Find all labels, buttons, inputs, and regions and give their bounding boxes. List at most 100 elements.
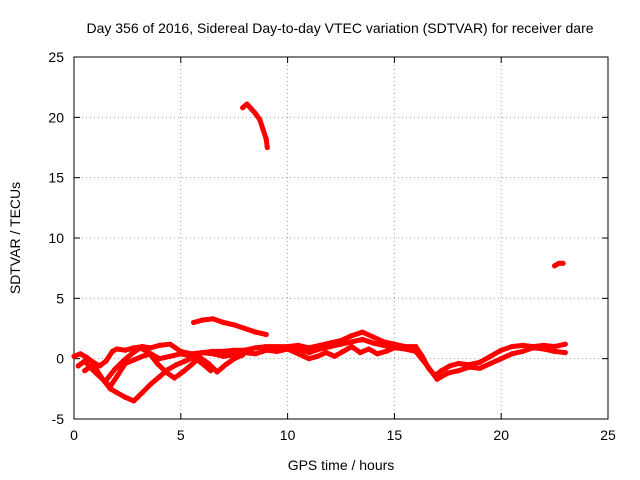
data-point [413,348,419,354]
data-point [109,348,115,354]
data-point [82,358,88,364]
data-point [180,369,186,375]
y-tick-label: 10 [48,230,64,246]
data-point [156,374,162,380]
data-point [173,362,180,368]
data-point [552,348,558,354]
data-point [214,369,220,375]
data-point [349,344,355,350]
data-point [107,386,113,392]
data-point [274,348,280,354]
data-point [295,351,301,357]
data-point [71,353,77,359]
data-point [366,346,372,352]
data-point [231,347,237,353]
data-point [381,342,387,348]
data-point [122,347,128,353]
data-point [357,350,363,356]
data-point [274,344,280,350]
data-point [359,336,365,342]
peak-trace [240,101,270,150]
data-point [370,334,376,340]
y-tick-label: 20 [48,109,64,125]
data-point [240,105,246,111]
data-point [210,351,216,357]
data-point [552,263,558,269]
data-point [263,331,269,338]
data-point [560,260,566,266]
data-point [131,357,137,363]
data-point [332,353,338,359]
data-point [182,358,188,364]
data-point [156,342,162,348]
data-point [306,345,312,351]
data-point [137,345,143,351]
x-tick-label: 5 [177,427,185,443]
data-point [191,319,197,326]
data-point [139,353,145,359]
data-point [206,360,212,367]
y-axis-label: SDTVAR / TECUs [7,182,23,294]
x-axis-label: GPS time / hours [288,457,395,473]
data-point [103,377,109,383]
data-point [455,368,462,374]
data-point [120,358,126,364]
data-point [423,362,429,368]
data-point [562,341,568,347]
data-point [447,363,453,369]
data-point [509,351,515,357]
data-point [253,351,259,357]
data-point [455,360,462,367]
data-point [199,350,205,356]
data-point [314,353,321,359]
data-point [487,353,494,359]
data-point [253,345,259,351]
data-point [167,341,173,347]
data-point [220,319,227,326]
data-point [242,325,248,332]
data-point [146,350,152,356]
x-tick-label: 20 [493,427,509,443]
data-point [445,370,451,376]
data-point [131,398,137,404]
data-point [260,126,266,132]
lower-trace-2 [82,355,214,404]
data-point [306,350,312,356]
data-point [257,117,263,123]
data-point [338,341,344,347]
data-point [317,346,323,352]
y-tick-label: 15 [48,170,64,186]
data-point [248,106,254,112]
data-point [82,368,88,374]
data-point [541,346,547,352]
data-point [129,351,135,357]
data-point [148,381,154,387]
y-tick-label: 25 [48,49,64,65]
data-point [263,347,269,353]
y-tick-label: 0 [56,351,64,367]
data-point [253,329,259,335]
data-point [114,346,120,352]
data-point [434,376,440,382]
y-tick-label: 5 [56,290,64,306]
data-point [163,369,169,375]
data-point [167,353,173,359]
data-point [197,354,203,361]
data-point [562,350,568,356]
data-point [114,374,120,380]
data-point [383,348,389,354]
data-point [244,101,250,107]
data-point [253,111,259,117]
data-point [210,316,216,322]
data-point [530,345,536,351]
data-point [509,344,515,350]
x-tick-label: 0 [70,427,78,443]
plot-area [71,101,568,404]
chart-title: Day 356 of 2016, Sidereal Day-to-day VTE… [86,20,593,36]
x-axis: 0 5 10 15 20 25 [70,57,616,443]
grid-lines [74,57,608,419]
data-point [90,362,96,368]
data-point [520,348,526,354]
data-point [359,329,365,335]
